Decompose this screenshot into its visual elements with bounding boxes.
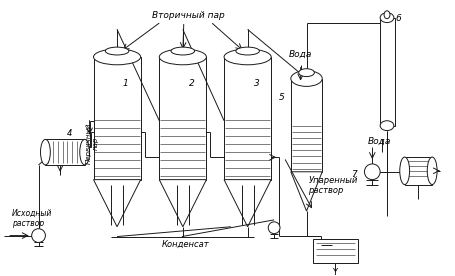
Bar [159,57,207,180]
Text: Исходный
раствор: Исходный раствор [12,209,52,229]
Text: Упаренный
раствор: Упаренный раствор [308,176,358,195]
Text: Y: Y [333,268,338,276]
Ellipse shape [236,47,259,55]
Bar [291,79,322,172]
Text: 1: 1 [123,79,129,88]
Polygon shape [291,172,322,211]
Ellipse shape [94,49,141,65]
Text: 6: 6 [396,14,402,23]
Text: 5: 5 [279,93,285,102]
Text: Первичный
пар: Первичный пар [86,123,99,164]
Ellipse shape [291,71,322,86]
Ellipse shape [80,139,90,165]
Bar [94,57,141,180]
Polygon shape [224,180,271,227]
Text: 3: 3 [253,79,259,88]
Circle shape [364,164,380,180]
Bar [313,238,358,263]
Ellipse shape [380,13,394,23]
Polygon shape [159,180,207,227]
Ellipse shape [400,157,410,185]
Text: 7: 7 [351,170,356,179]
Ellipse shape [380,121,394,131]
Text: 4: 4 [67,129,72,139]
Text: Вторичный пар: Вторичный пар [152,11,225,20]
Ellipse shape [105,47,129,55]
Ellipse shape [159,49,207,65]
Ellipse shape [298,69,314,76]
Text: Вода: Вода [367,137,391,146]
Circle shape [32,229,46,242]
Ellipse shape [384,11,390,19]
Ellipse shape [171,47,195,55]
Text: Вода: Вода [289,50,312,59]
Ellipse shape [40,139,51,165]
Polygon shape [94,180,141,227]
Bar [380,18,395,126]
Text: 2: 2 [189,79,194,88]
Text: Конденсат: Конденсат [162,240,210,249]
Ellipse shape [427,157,437,185]
Circle shape [268,222,280,233]
Bar [46,139,85,165]
Bar [224,57,271,180]
Ellipse shape [224,49,271,65]
Bar [404,157,432,185]
